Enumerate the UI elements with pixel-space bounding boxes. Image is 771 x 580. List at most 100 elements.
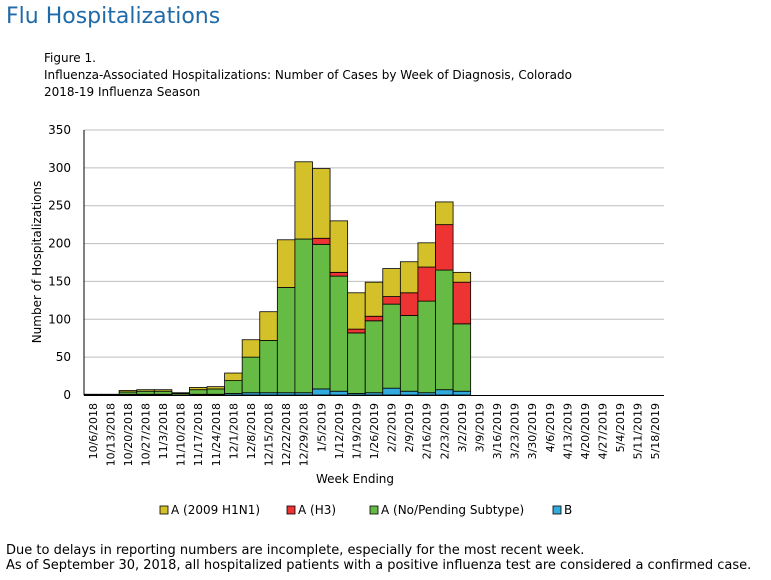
bar-segment xyxy=(452,271,472,283)
x-tick-label: 5/18/2019 xyxy=(649,403,662,459)
x-tick-label: 10/6/2018 xyxy=(87,403,100,459)
bar-segment xyxy=(364,281,384,317)
y-tick-label: 250 xyxy=(48,199,71,213)
bar-segment xyxy=(276,239,296,288)
x-tick-label: 12/29/2018 xyxy=(298,403,311,466)
bar-segment xyxy=(364,315,384,322)
legend-swatch xyxy=(286,505,296,515)
bar-segment xyxy=(294,238,313,394)
figure-subtitle: 2018-19 Influenza Season xyxy=(44,85,201,99)
legend-swatch xyxy=(159,505,169,515)
bar-segment xyxy=(452,390,472,396)
bar-segment xyxy=(452,281,472,325)
x-tick-label: 1/12/2019 xyxy=(333,403,346,459)
bar-segment xyxy=(153,389,173,392)
figure-label: Figure 1. xyxy=(44,51,96,65)
x-tick-label: 2/23/2019 xyxy=(438,403,451,459)
y-tick-label: 0 xyxy=(63,388,71,402)
x-tick-label: 3/2/2019 xyxy=(456,403,469,452)
bar-segment xyxy=(312,243,331,390)
bar-segment xyxy=(136,389,155,392)
bar-segment xyxy=(118,390,138,393)
y-tick-label: 150 xyxy=(48,274,71,288)
y-tick-label: 50 xyxy=(56,350,71,364)
bar-segment xyxy=(259,340,278,394)
bar-segment xyxy=(241,356,261,394)
bar-segment xyxy=(382,303,401,389)
bar-segment xyxy=(347,332,366,394)
x-tick-label: 3/30/2019 xyxy=(526,403,539,459)
bar-segment xyxy=(382,296,401,305)
x-tick-label: 4/27/2019 xyxy=(596,403,609,459)
hospitalizations-chart: 0 50 100 150 200 250 300 350 10/6/2018 10/13/201… xyxy=(30,123,664,517)
bar-segment xyxy=(417,266,436,302)
x-tick-labels: 10/6/2018 10/13/2018 10/20/2018 10/27/2018 1… xyxy=(87,403,662,466)
bar-segment xyxy=(276,287,296,394)
bar-segment xyxy=(452,323,472,392)
x-tick-label: 1/19/2019 xyxy=(350,403,363,459)
bar-segment xyxy=(329,390,349,396)
bar-segment xyxy=(312,388,331,396)
bar-segment xyxy=(329,271,349,277)
bar-segment xyxy=(189,387,208,391)
x-tick-label: 5/4/2019 xyxy=(614,403,627,452)
x-tick-label: 12/8/2018 xyxy=(245,403,258,459)
figure-title: Influenza-Associated Hospitalizations: N… xyxy=(44,68,572,82)
x-tick-label: 12/22/2018 xyxy=(280,403,293,466)
x-tick-label: 11/3/2018 xyxy=(157,403,170,459)
page-title: Flu Hospitalizations xyxy=(6,4,221,29)
bar-segment xyxy=(224,380,243,394)
legend-item: A (H3) xyxy=(286,503,336,517)
bar-segment xyxy=(435,269,454,391)
bar-segment xyxy=(83,393,102,396)
bar-segment xyxy=(171,392,190,394)
bar-segment xyxy=(417,242,436,268)
x-tick-label: 12/1/2018 xyxy=(227,403,240,459)
bar-segment xyxy=(101,393,120,396)
bar-segment xyxy=(329,275,349,392)
x-tick-label: 4/20/2019 xyxy=(579,403,592,459)
bar-segment xyxy=(399,390,419,396)
legend-swatch xyxy=(552,505,562,515)
x-tick-label: 11/24/2018 xyxy=(210,403,223,466)
bar-segment xyxy=(417,300,436,394)
x-tick-label: 12/15/2018 xyxy=(263,403,276,466)
bar-segment xyxy=(364,320,384,394)
bar-segment xyxy=(435,201,454,226)
bar-segment xyxy=(347,292,366,330)
bar-segment xyxy=(399,292,419,316)
x-axis-label: Week Ending xyxy=(316,472,394,486)
bar-segment xyxy=(241,339,261,358)
bar-segment xyxy=(435,224,454,271)
legend-label: B xyxy=(564,503,572,517)
x-tick-label: 11/10/2018 xyxy=(175,403,188,466)
x-tick-label: 10/27/2018 xyxy=(140,403,153,466)
bar-segment xyxy=(435,389,454,396)
x-tick-label: 4/6/2019 xyxy=(544,403,557,452)
x-tick-label: 1/26/2019 xyxy=(368,403,381,459)
legend-label: A (No/Pending Subtype) xyxy=(381,503,524,517)
bar-segment xyxy=(399,315,419,392)
x-tick-label: 11/17/2018 xyxy=(192,403,205,466)
bar-segment xyxy=(153,390,173,395)
x-tick-label: 1/5/2019 xyxy=(315,403,328,452)
x-tick-label: 4/13/2019 xyxy=(561,403,574,459)
bar-segment xyxy=(347,328,366,334)
x-tick-label: 2/9/2019 xyxy=(403,403,416,452)
legend-label: A (H3) xyxy=(298,503,336,517)
y-tick-label: 200 xyxy=(48,237,71,251)
y-axis-label: Number of Hospitalizations xyxy=(30,181,44,344)
footnote-case-definition: As of September 30, 2018, all hospitaliz… xyxy=(6,558,752,573)
x-tick-label: 2/2/2019 xyxy=(386,403,399,452)
legend-item: A (No/Pending Subtype) xyxy=(369,503,524,517)
bar-segment xyxy=(382,387,401,396)
legend-item: B xyxy=(552,503,572,517)
legend-item: A (2009 H1N1) xyxy=(159,503,260,517)
axes xyxy=(83,130,664,396)
x-tick-label: 3/9/2019 xyxy=(473,403,486,452)
bar-segment xyxy=(399,261,419,294)
bar-segment xyxy=(136,390,155,395)
legend: A (2009 H1N1) A (H3) A (No/Pending Subtype… xyxy=(159,503,572,517)
bar-segment xyxy=(294,161,313,240)
bar-segment xyxy=(206,386,226,390)
